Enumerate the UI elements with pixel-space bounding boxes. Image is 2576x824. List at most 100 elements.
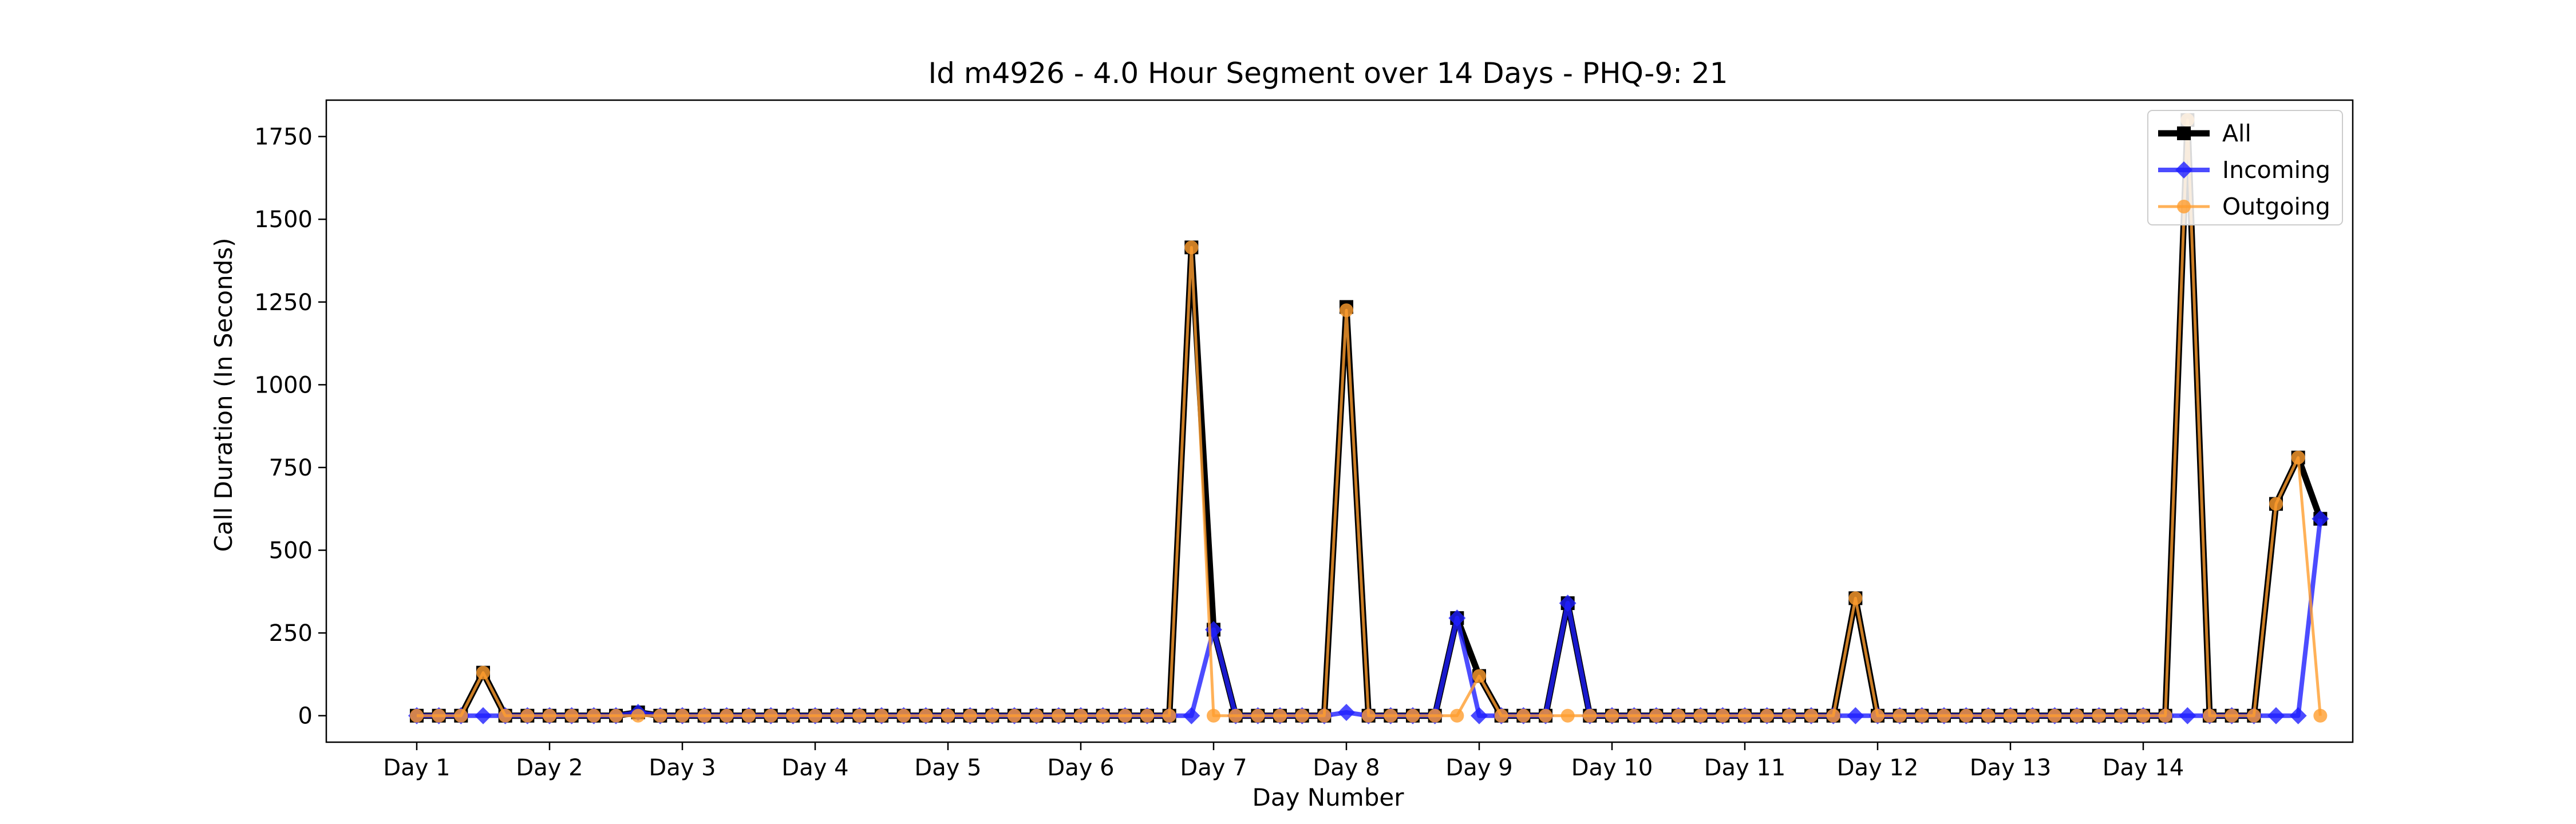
data-point-outgoing: [1848, 591, 1863, 605]
legend-label-incoming: Incoming: [2222, 156, 2330, 184]
data-point-incoming: [1183, 707, 1200, 724]
data-point-outgoing: [1981, 708, 1996, 723]
data-point-outgoing: [1450, 708, 1464, 723]
y-tick-label: 250: [269, 620, 313, 647]
data-point-outgoing: [2225, 708, 2239, 723]
data-point-outgoing: [520, 708, 535, 723]
data-point-outgoing: [1029, 708, 1044, 723]
plot-area: [408, 113, 2329, 724]
legend: All Incoming Outgoing: [2147, 110, 2343, 225]
legend-marker-outgoing: [2177, 200, 2191, 213]
x-tick-label: Day 14: [2103, 755, 2184, 781]
data-point-outgoing: [2092, 708, 2106, 723]
y-tick-label: 1500: [254, 207, 313, 233]
data-point-outgoing: [587, 708, 601, 723]
y-axis-title: Call Duration (In Seconds): [210, 237, 238, 552]
y-tick-label: 0: [298, 703, 313, 730]
data-point-outgoing: [830, 708, 844, 723]
data-point-outgoing: [609, 708, 623, 723]
data-point-outgoing: [1140, 708, 1154, 723]
legend-label-all: All: [2222, 120, 2251, 147]
data-point-outgoing: [1074, 708, 1088, 723]
data-point-outgoing: [764, 708, 778, 723]
data-point-outgoing: [675, 708, 689, 723]
data-point-outgoing: [1693, 708, 1708, 723]
data-point-incoming: [475, 707, 492, 724]
data-point-outgoing: [2247, 708, 2261, 723]
data-point-outgoing: [1207, 708, 1220, 723]
legend-marker-all: [2177, 126, 2191, 140]
x-tick-label: Day 6: [1047, 755, 1114, 781]
legend-box: [2147, 110, 2343, 225]
data-point-outgoing: [1162, 708, 1176, 723]
data-point-outgoing: [1251, 708, 1265, 723]
data-point-outgoing: [963, 708, 977, 723]
data-point-outgoing: [1317, 708, 1332, 723]
data-point-outgoing: [1760, 708, 1774, 723]
data-point-outgoing: [1893, 708, 1907, 723]
data-point-outgoing: [432, 708, 446, 723]
y-tick-label: 1750: [254, 124, 313, 150]
data-point-outgoing: [410, 708, 424, 723]
data-point-outgoing: [2114, 708, 2128, 723]
data-point-outgoing: [2313, 708, 2328, 723]
data-point-outgoing: [1472, 669, 1486, 683]
data-point-incoming: [1559, 595, 1577, 612]
x-axis-title: Day Number: [1252, 783, 1404, 811]
data-point-outgoing: [720, 708, 734, 723]
series-outgoing: [410, 113, 2328, 723]
data-point-outgoing: [1516, 708, 1531, 723]
x-tick-label: Day 7: [1180, 755, 1247, 781]
data-point-outgoing: [2203, 708, 2217, 723]
data-point-outgoing: [564, 708, 579, 723]
data-point-outgoing: [808, 708, 822, 723]
data-point-outgoing: [1583, 708, 1597, 723]
x-tick-label: Day 10: [1571, 755, 1653, 781]
data-point-incoming: [2289, 707, 2307, 724]
data-point-outgoing: [1937, 708, 1951, 723]
data-point-outgoing: [653, 708, 667, 723]
data-point-outgoing: [2048, 708, 2062, 723]
data-point-outgoing: [697, 708, 712, 723]
data-point-outgoing: [1560, 708, 1575, 723]
data-point-incoming: [2312, 510, 2329, 528]
data-point-outgoing: [985, 708, 999, 723]
data-point-outgoing: [919, 708, 933, 723]
x-tick-label: Day 1: [383, 755, 450, 781]
data-point-outgoing: [1915, 708, 1929, 723]
y-tick-label: 750: [269, 455, 313, 481]
data-point-outgoing: [1273, 708, 1287, 723]
data-point-outgoing: [1672, 708, 1685, 723]
data-point-outgoing: [1627, 708, 1641, 723]
data-point-outgoing: [786, 708, 800, 723]
data-point-outgoing: [1384, 708, 1398, 723]
data-point-outgoing: [1361, 708, 1376, 723]
data-point-outgoing: [2004, 708, 2017, 723]
data-point-outgoing: [1428, 708, 1442, 723]
data-point-outgoing: [1340, 303, 1353, 318]
data-point-outgoing: [1649, 708, 1664, 723]
y-tick-label: 500: [269, 538, 313, 564]
data-point-outgoing: [1184, 240, 1199, 255]
data-point-outgoing: [1228, 708, 1243, 723]
data-point-outgoing: [1826, 708, 1840, 723]
data-point-incoming: [1448, 609, 1466, 627]
data-point-outgoing: [941, 708, 955, 723]
data-point-outgoing: [1716, 708, 1730, 723]
data-point-outgoing: [2291, 450, 2305, 465]
data-point-outgoing: [1871, 708, 1884, 723]
data-point-outgoing: [1738, 708, 1752, 723]
data-point-outgoing: [2070, 708, 2084, 723]
x-tick-label: Day 4: [781, 755, 848, 781]
data-point-outgoing: [2269, 497, 2283, 511]
x-tick-label: Day 13: [1970, 755, 2052, 781]
data-point-outgoing: [1295, 708, 1309, 723]
data-point-outgoing: [498, 708, 512, 723]
data-point-incoming: [2179, 707, 2196, 724]
x-tick-label: Day 5: [914, 755, 981, 781]
data-point-incoming: [1471, 707, 1488, 724]
x-tick-label: Day 8: [1313, 755, 1380, 781]
